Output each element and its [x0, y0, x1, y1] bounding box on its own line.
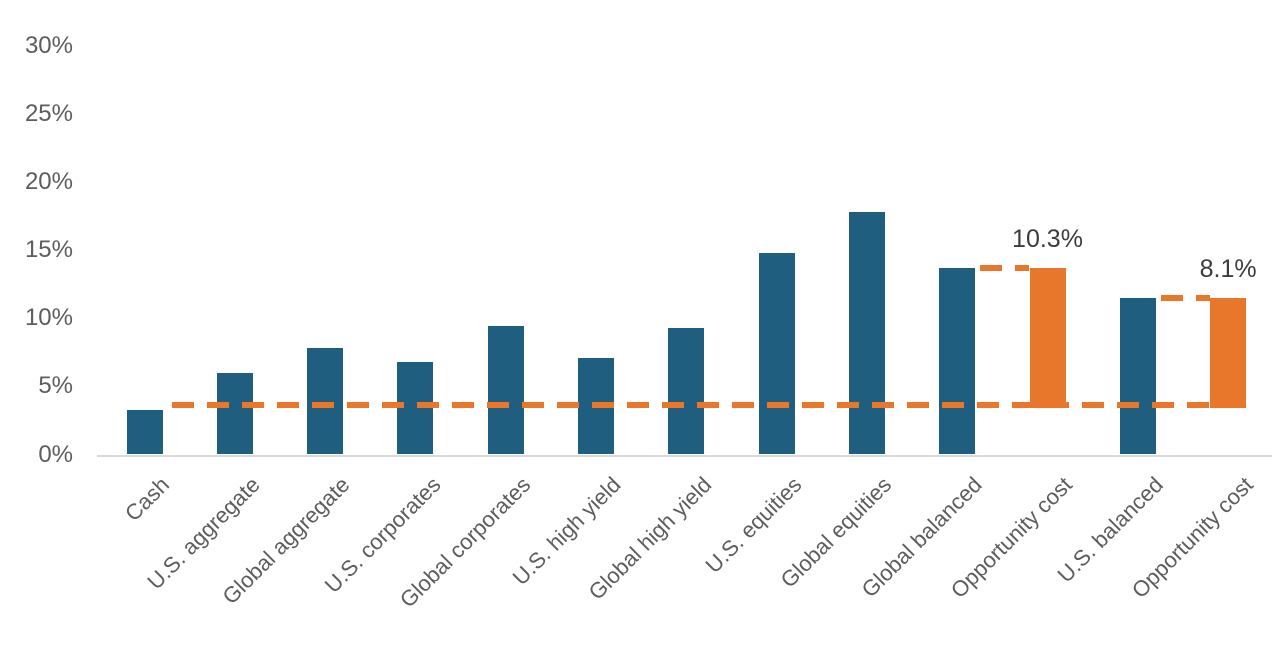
bar-global-corporates: [487, 326, 524, 455]
bar-u-s-aggregate: [216, 372, 253, 455]
bar-cash: [126, 409, 163, 455]
bar-u-s-balanced: [1119, 297, 1156, 455]
x-axis-line: [97, 454, 1272, 457]
bar-opportunity-cost-2: [1210, 297, 1247, 409]
connector-dashed-line-opportunity-cost: [980, 264, 1030, 271]
y-tick-label-5pct: 5%: [38, 372, 73, 400]
bar-opportunity-cost: [1029, 267, 1066, 409]
y-tick-label-10pct: 10%: [24, 304, 73, 332]
y-tick-label-20pct: 20%: [24, 168, 73, 196]
connector-dashed-line-opportunity-cost-2: [1160, 294, 1211, 301]
cash-baseline-dashed-line: [171, 401, 1247, 408]
y-tick-label-30pct: 30%: [24, 31, 73, 59]
y-tick-label-15pct: 15%: [24, 236, 73, 264]
bar-value-label-opportunity-cost-2: 8.1%: [1199, 254, 1257, 283]
bar-u-s-corporates: [397, 361, 434, 455]
bar-global-aggregate: [307, 348, 344, 455]
y-tick-label-25pct: 25%: [24, 100, 73, 127]
y-tick-label-0pct: 0%: [38, 440, 73, 468]
bar-global-balanced: [939, 267, 976, 455]
x-category-label-cash: Cash: [120, 472, 175, 526]
bar-u-s-equities: [758, 252, 795, 455]
bar-global-equities: [848, 212, 885, 455]
bar-value-label-opportunity-cost: 10.3%: [1012, 224, 1083, 253]
bar-global-high-yield: [668, 327, 705, 455]
